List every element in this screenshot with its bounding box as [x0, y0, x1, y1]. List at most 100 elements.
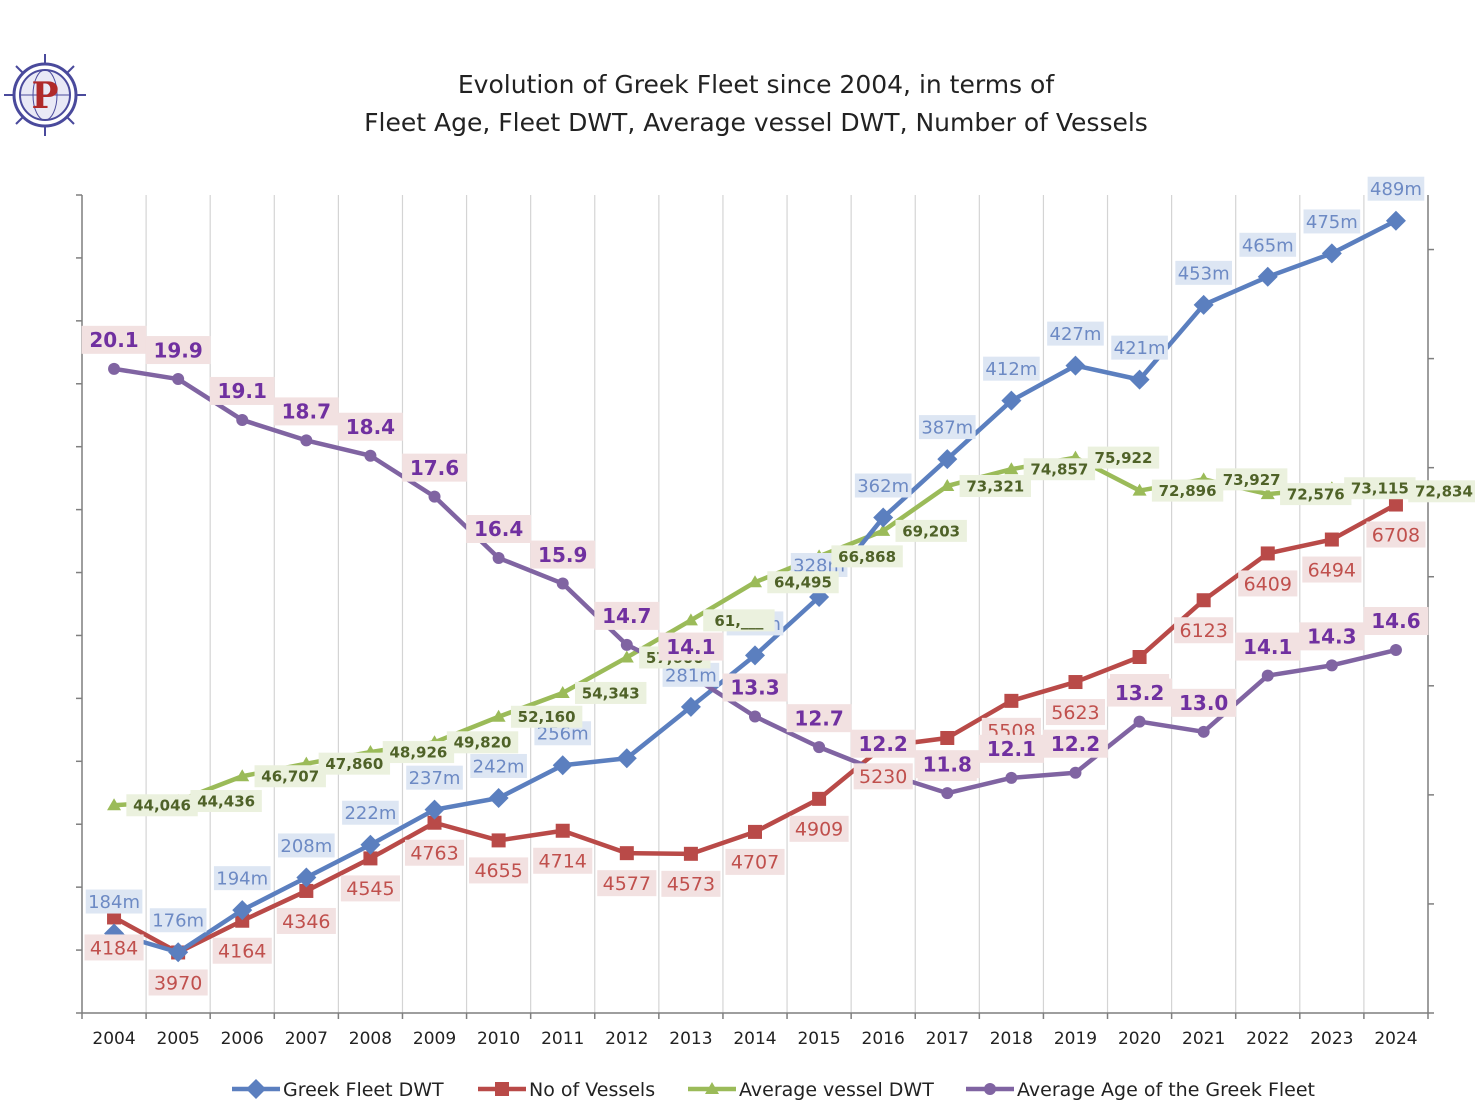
data-label-background	[722, 673, 788, 702]
data-point	[168, 942, 189, 963]
x-tick-label: 2023	[1310, 1029, 1353, 1049]
data-label-background	[276, 907, 336, 934]
data-label: 14.1	[666, 635, 715, 659]
data-label: 4577	[603, 873, 651, 895]
data-label-background	[338, 412, 403, 441]
x-tick-label: 2006	[221, 1029, 264, 1049]
x-tick-label: 2007	[285, 1029, 328, 1049]
data-point	[745, 645, 765, 666]
data-label: 281m	[665, 665, 717, 686]
data-point	[235, 769, 250, 782]
data-point	[683, 613, 698, 626]
data-label: 12.7	[794, 706, 843, 730]
data-label: 208m	[280, 836, 332, 857]
data-label: 4346	[282, 911, 330, 933]
data-label-background	[853, 763, 913, 790]
x-tick-label: 2019	[1054, 1029, 1097, 1049]
data-point	[555, 685, 570, 698]
data-label-background	[340, 875, 400, 902]
data-label-background	[209, 376, 275, 405]
data-label: 475m	[1306, 212, 1358, 233]
gridlines	[145, 195, 1365, 1013]
data-point	[1193, 294, 1214, 315]
data-point	[1197, 725, 1210, 738]
data-point	[1004, 462, 1019, 475]
data-label-background	[1344, 477, 1416, 500]
data-label-background	[725, 848, 785, 875]
data-label-background	[918, 415, 976, 440]
data-point	[492, 551, 505, 564]
data-label: 194m	[216, 869, 268, 890]
data-label-background	[658, 632, 724, 661]
data-label-background	[789, 815, 849, 842]
data-point	[1388, 497, 1403, 512]
data-point	[873, 507, 894, 528]
data-point	[1001, 390, 1022, 411]
data-label-background	[406, 765, 463, 790]
data-point	[680, 696, 701, 717]
data-label: 17.6	[410, 456, 459, 480]
data-label: 72,576	[1287, 486, 1345, 504]
data-point	[1132, 650, 1147, 665]
data-label: 46,707	[261, 768, 319, 786]
data-label: 4714	[539, 851, 587, 873]
data-label: 4573	[667, 874, 715, 896]
data-label-background	[85, 889, 143, 914]
data-label: 47,860	[325, 755, 383, 773]
data-label: 49,820	[454, 734, 512, 752]
data-label-background	[978, 734, 1044, 763]
data-label: 465m	[1242, 235, 1294, 256]
data-label-background	[254, 765, 326, 788]
data-point	[683, 846, 698, 861]
data-point	[556, 577, 569, 590]
data-label: 13.2	[1115, 681, 1164, 705]
x-tick-label: 2012	[605, 1029, 648, 1049]
data-point	[620, 638, 633, 651]
data-point	[1129, 369, 1150, 390]
data-label: 256m	[537, 724, 589, 745]
data-point	[1004, 693, 1019, 708]
x-tick-label: 2022	[1246, 1029, 1289, 1049]
data-label: 489m	[1370, 179, 1422, 200]
data-point	[940, 478, 955, 491]
data-label-background	[1087, 446, 1160, 469]
data-label-background	[1174, 617, 1234, 644]
data-label-background	[1023, 458, 1096, 481]
data-label: 16.4	[474, 517, 523, 541]
data-label: 362m	[857, 476, 909, 497]
data-label: 6409	[1244, 573, 1292, 595]
data-label: 13.3	[730, 676, 779, 700]
data-label-background	[404, 839, 465, 866]
data-label-background	[1302, 556, 1362, 583]
data-label-background	[278, 833, 335, 858]
data-label-background	[1366, 521, 1426, 548]
data-label: 4909	[795, 819, 843, 841]
data-label: 14.6	[1371, 609, 1420, 633]
data-point	[491, 833, 506, 848]
data-label-background	[1171, 688, 1237, 717]
data-label-background	[149, 908, 207, 933]
data-label-background	[81, 325, 147, 354]
data-label-background	[1408, 480, 1475, 503]
data-label: 44,046	[133, 797, 191, 815]
data-label: 48,926	[389, 743, 447, 761]
data-label: 4164	[218, 941, 266, 963]
data-point	[1257, 266, 1278, 287]
data-label: 73,321	[966, 477, 1024, 495]
data-label-background	[1238, 570, 1298, 597]
data-label-background	[983, 356, 1040, 381]
data-label: 66,868	[838, 548, 896, 566]
data-point	[555, 823, 570, 838]
data-label: 12.1	[987, 737, 1036, 761]
data-label-background	[854, 473, 912, 498]
data-label-background	[273, 397, 339, 426]
data-point	[1389, 644, 1402, 657]
data-label-background	[212, 937, 272, 964]
data-label: 20.1	[89, 328, 138, 352]
legend-swatch-marker	[705, 1082, 719, 1094]
data-point	[812, 791, 827, 806]
data-point	[619, 846, 634, 861]
data-label-background	[594, 601, 660, 630]
data-label: 184m	[88, 892, 140, 913]
data-point	[1069, 766, 1082, 779]
